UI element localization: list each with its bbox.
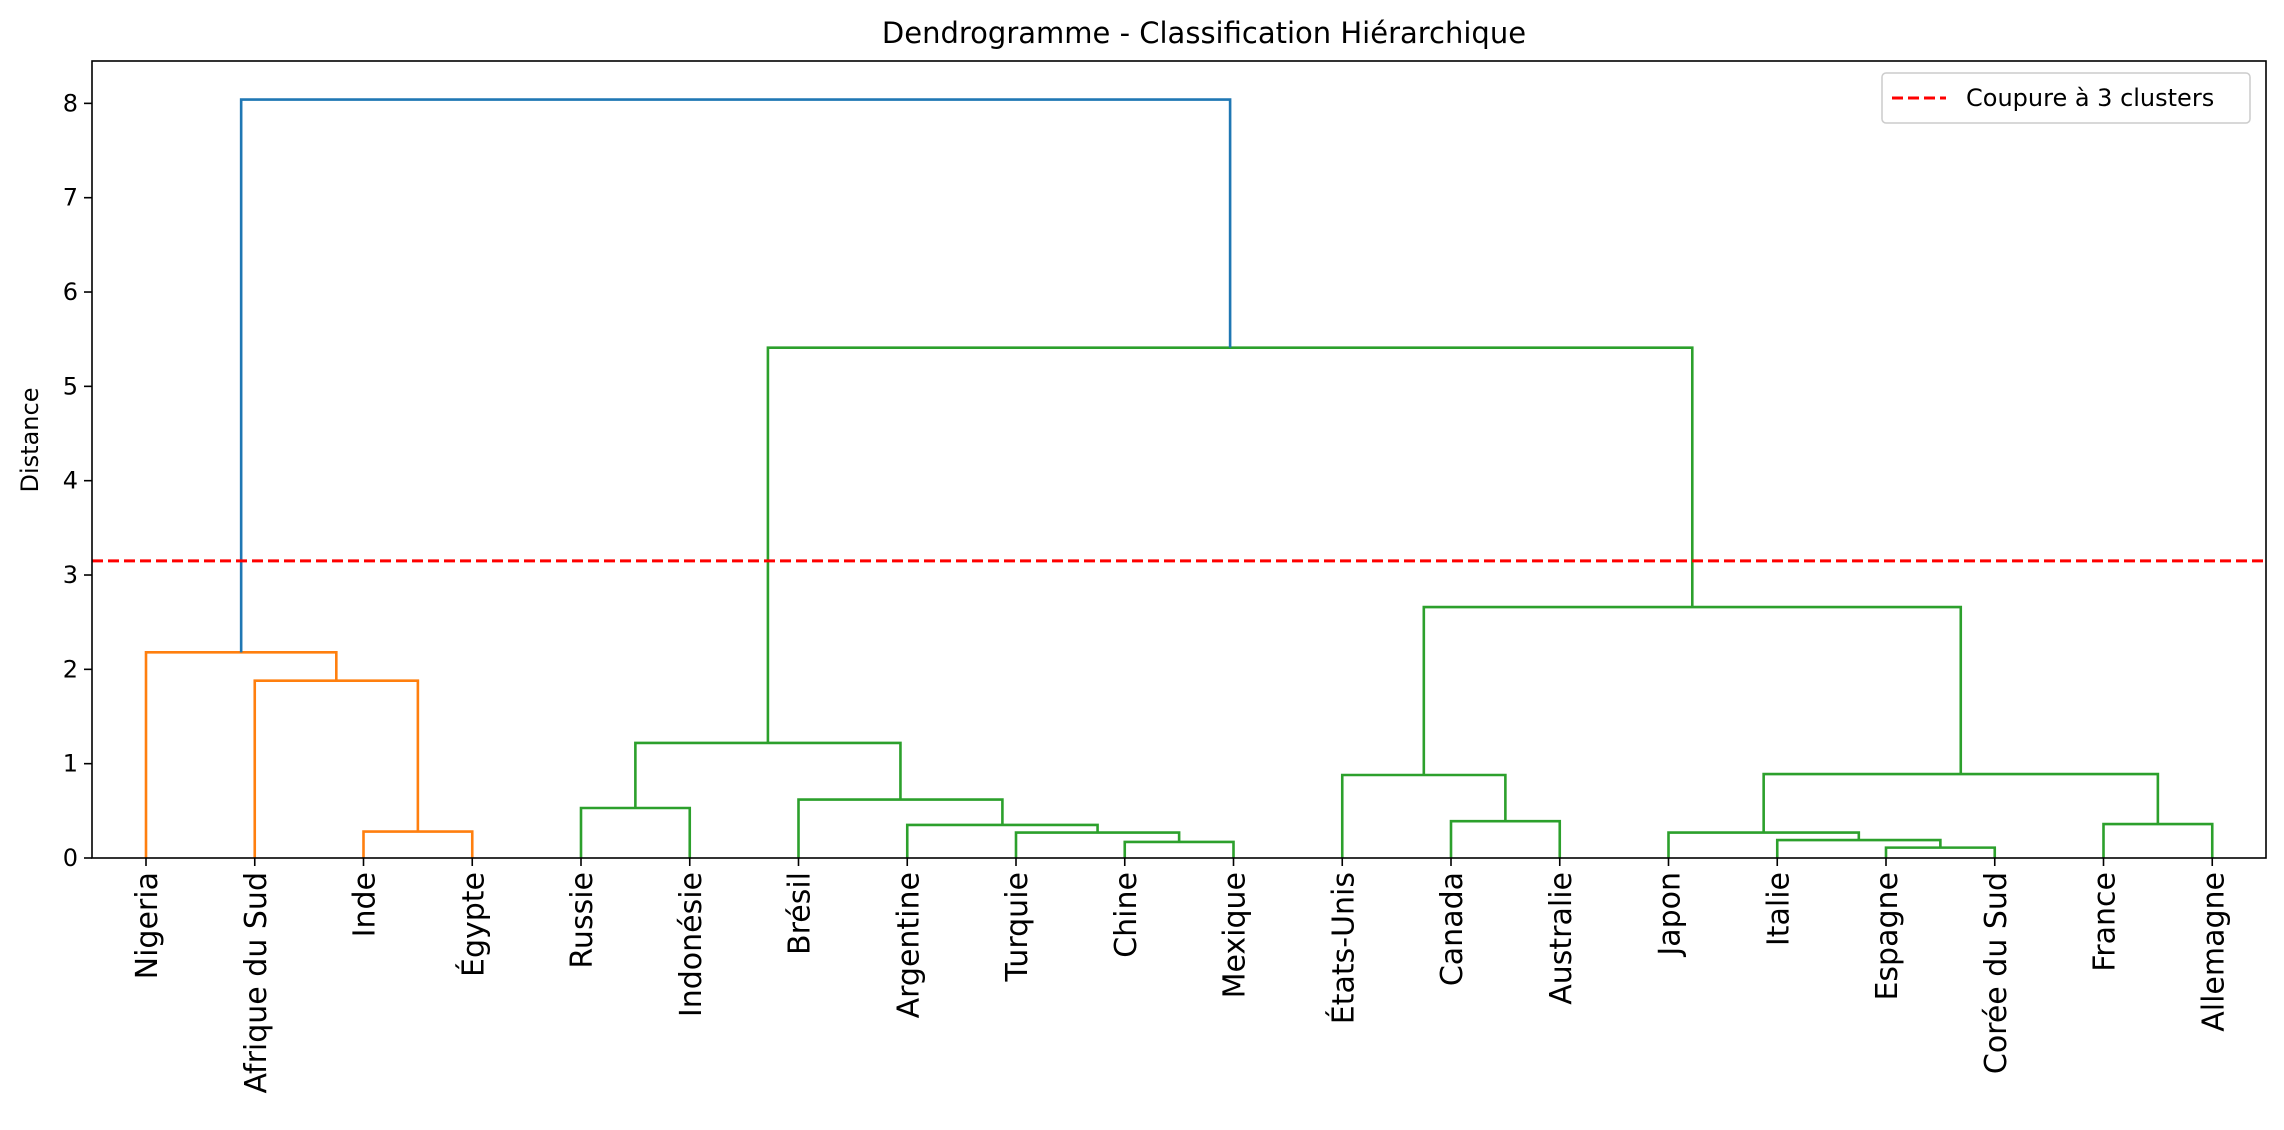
leaf-label: Inde	[348, 872, 383, 937]
leaf-label: Brésil	[783, 872, 818, 955]
dendrogram-link	[1123, 840, 1235, 858]
leaf-labels: Nigeria Afrique du Sud Inde Égypte Russie Ind…	[130, 858, 2231, 1093]
dendrogram-link	[1014, 831, 1181, 858]
leaf-label: Canada	[1435, 872, 1470, 986]
leaf-label: Indonésie	[674, 872, 709, 1017]
y-tick-label: 1	[63, 750, 78, 778]
y-tick-label: 5	[63, 372, 78, 400]
leaf-label: Corée du Sud	[1979, 872, 2014, 1074]
dendrogram-link	[1884, 846, 1997, 858]
leaf-label: Mexique	[1218, 872, 1253, 998]
y-tick-label: 2	[63, 655, 78, 683]
leaf-label: Japon	[1653, 872, 1688, 958]
dendrogram-link	[144, 651, 338, 858]
chart-title: Dendrogramme - Classification Hiérarchiq…	[882, 16, 1526, 50]
dendrogram-links	[144, 98, 2214, 858]
y-tick-label: 7	[63, 184, 78, 212]
leaf-label: France	[2088, 872, 2123, 972]
legend: Coupure à 3 clusters	[1881, 72, 2251, 124]
leaf-label: Turquie	[1000, 872, 1035, 982]
leaf-label: Argentine	[891, 872, 926, 1018]
y-tick-label: 8	[63, 89, 78, 117]
y-tick-label: 0	[63, 844, 78, 872]
dendrogram-link	[253, 679, 420, 858]
y-axis-label: Distance	[16, 388, 44, 493]
dendrogram-link	[239, 98, 1232, 653]
y-tick-label: 6	[63, 278, 78, 306]
y-axis-ticks: 0 1 2 3 4 5 6 7 8	[63, 89, 92, 872]
dendrogram-link	[766, 346, 1694, 743]
leaf-label: États-Unis	[1325, 872, 1361, 1024]
dendrogram-link	[362, 830, 474, 858]
dendrogram-link	[1340, 773, 1507, 858]
plot-frame	[91, 60, 2267, 859]
legend-box	[1881, 72, 2251, 124]
dendrogram-link	[1667, 831, 1861, 858]
leaf-label: Italie	[1761, 872, 1796, 946]
y-tick-label: 3	[63, 561, 78, 589]
legend-label-cut-line: Coupure à 3 clusters	[1966, 84, 2214, 112]
y-tick-label: 4	[63, 467, 78, 495]
leaf-label: Afrique du Sud	[239, 872, 274, 1093]
leaf-label: Allemagne	[2196, 872, 2231, 1032]
leaf-label: Nigeria	[130, 872, 165, 979]
leaf-label: Égypte	[455, 872, 491, 977]
leaf-label: Australie	[1544, 872, 1579, 1005]
leaf-label: Russie	[565, 872, 600, 969]
leaf-label: Chine	[1109, 872, 1144, 958]
leaf-label: Espagne	[1870, 872, 1905, 1001]
